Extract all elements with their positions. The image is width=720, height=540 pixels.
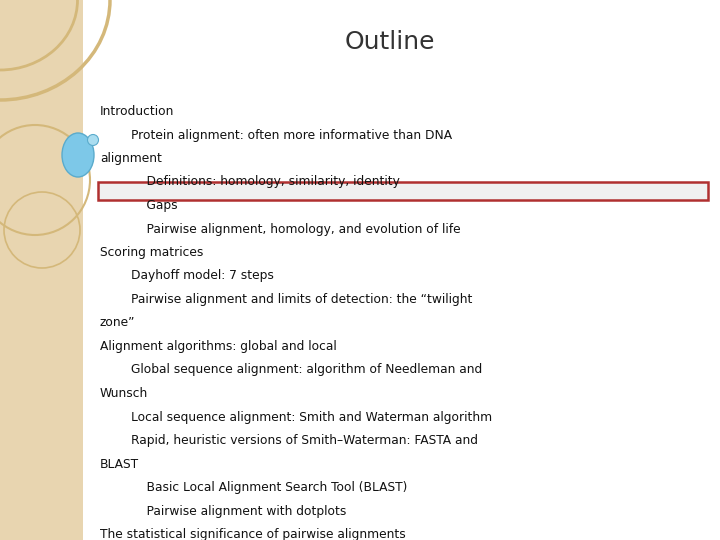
Text: Wunsch: Wunsch <box>100 387 148 400</box>
Circle shape <box>88 134 99 145</box>
Text: Pairwise alignment, homology, and evolution of life: Pairwise alignment, homology, and evolut… <box>100 222 461 235</box>
Text: Basic Local Alignment Search Tool (BLAST): Basic Local Alignment Search Tool (BLAST… <box>100 481 408 494</box>
Text: Rapid, heuristic versions of Smith–Waterman: FASTA and: Rapid, heuristic versions of Smith–Water… <box>100 434 478 447</box>
Text: Alignment algorithms: global and local: Alignment algorithms: global and local <box>100 340 337 353</box>
Text: Pairwise alignment with dotplots: Pairwise alignment with dotplots <box>100 504 346 517</box>
Text: Outline: Outline <box>345 30 436 54</box>
FancyBboxPatch shape <box>98 181 708 199</box>
Bar <box>0 0 83 540</box>
Text: Protein alignment: often more informative than DNA: Protein alignment: often more informativ… <box>100 129 452 141</box>
Text: Scoring matrices: Scoring matrices <box>100 246 203 259</box>
Text: Gaps: Gaps <box>100 199 178 212</box>
Text: BLAST: BLAST <box>100 457 139 470</box>
Text: zone”: zone” <box>100 316 135 329</box>
Ellipse shape <box>62 133 94 177</box>
Text: Definitions: homology, similarity, identity: Definitions: homology, similarity, ident… <box>100 176 400 188</box>
Text: Dayhoff model: 7 steps: Dayhoff model: 7 steps <box>100 269 274 282</box>
Text: Introduction: Introduction <box>100 105 174 118</box>
Text: Global sequence alignment: algorithm of Needleman and: Global sequence alignment: algorithm of … <box>100 363 482 376</box>
Text: The statistical significance of pairwise alignments: The statistical significance of pairwise… <box>100 528 406 540</box>
Text: Pairwise alignment and limits of detection: the “twilight: Pairwise alignment and limits of detecti… <box>100 293 472 306</box>
Text: Local sequence alignment: Smith and Waterman algorithm: Local sequence alignment: Smith and Wate… <box>100 410 492 423</box>
Text: alignment: alignment <box>100 152 162 165</box>
